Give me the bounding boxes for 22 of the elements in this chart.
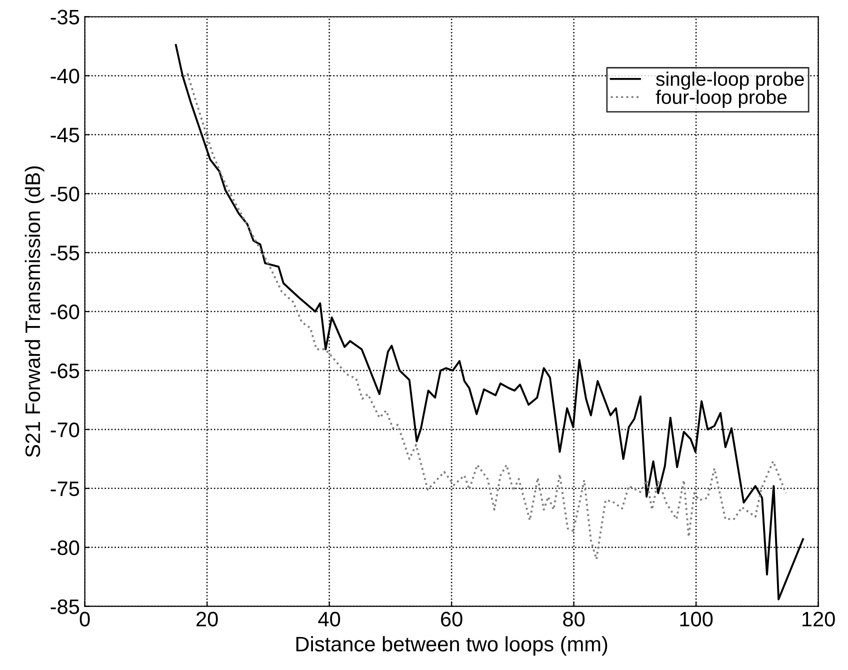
legend-label: single-loop probe bbox=[656, 72, 804, 90]
y-tick-label: -55 bbox=[50, 246, 80, 260]
x-tick-label: 60 bbox=[441, 612, 462, 627]
y-tick-label: -65 bbox=[50, 364, 80, 378]
x-tick-label: 40 bbox=[318, 612, 340, 627]
x-axis-title: Distance between two loops (mm) bbox=[296, 636, 608, 656]
x-tick-label: 120 bbox=[802, 612, 835, 627]
x-tick-label: 0 bbox=[80, 612, 90, 627]
y-tick-label: -70 bbox=[50, 422, 80, 438]
x-tick-label: 20 bbox=[196, 612, 218, 627]
y-tick-label: -60 bbox=[50, 304, 80, 320]
y-tick-label: -50 bbox=[50, 186, 80, 202]
y-tick-label: -75 bbox=[50, 482, 80, 496]
y-axis-title: S21 Forward Transmission (dB) bbox=[24, 166, 44, 458]
y-tick-label: -35 bbox=[50, 10, 80, 25]
x-tick-label: 100 bbox=[680, 612, 713, 627]
y-tick-label: -85 bbox=[50, 599, 80, 614]
y-tick-label: -80 bbox=[50, 540, 80, 556]
legend-label: four-loop probe bbox=[656, 90, 787, 108]
y-tick-label: -40 bbox=[50, 68, 80, 84]
y-tick-label: -45 bbox=[50, 128, 80, 142]
x-tick-label: 80 bbox=[563, 612, 585, 627]
